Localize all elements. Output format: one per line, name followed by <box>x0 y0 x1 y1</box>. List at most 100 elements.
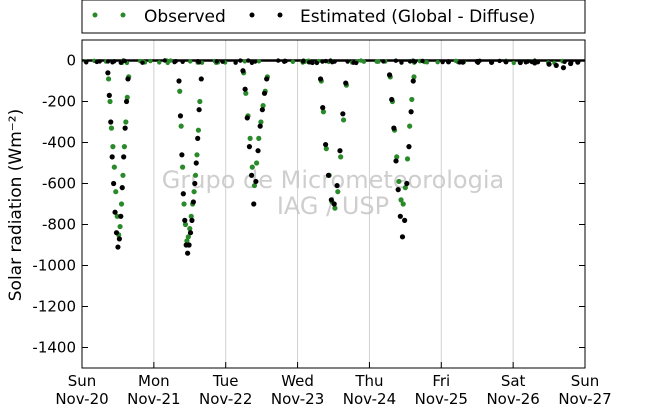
observed-point <box>110 144 116 150</box>
y-tick-label: -800 <box>42 216 76 234</box>
observed-point <box>243 90 249 96</box>
observed-point <box>185 234 191 240</box>
observed-point <box>396 178 402 185</box>
x-tick-date: Nov-24 <box>343 390 396 408</box>
estimated-point <box>283 58 288 64</box>
estimated-point <box>122 125 128 131</box>
estimated-point <box>332 59 337 64</box>
estimated-point <box>301 58 306 63</box>
estimated-point <box>353 60 359 66</box>
estimated-point <box>420 58 425 64</box>
estimated-point <box>393 58 399 63</box>
estimated-point <box>397 213 403 219</box>
estimated-point <box>475 60 481 65</box>
estimated-point <box>177 113 184 119</box>
y-tick-label: -200 <box>42 93 76 111</box>
estimated-point <box>179 152 185 158</box>
legend: Observed Estimated (Global - Diffuse) <box>81 0 586 34</box>
estimated-point <box>185 250 191 256</box>
observed-point <box>424 60 430 65</box>
estimated-point <box>182 217 188 223</box>
estimated-point <box>406 144 412 150</box>
estimated-point <box>345 59 350 64</box>
x-tick-day: Sun <box>68 372 97 390</box>
estimated-point <box>523 60 529 65</box>
observed-point <box>105 76 112 82</box>
estimated-point <box>196 60 202 65</box>
estimated-point <box>391 125 397 131</box>
observed-point <box>411 74 417 80</box>
observed-point <box>107 98 113 105</box>
estimated-point <box>238 58 243 63</box>
observed-point <box>290 59 296 65</box>
estimated-point <box>187 230 194 236</box>
estimated-point <box>123 98 130 105</box>
x-tick-day: Tue <box>212 372 239 390</box>
estimated-point <box>162 58 167 63</box>
estimated-point <box>325 172 332 178</box>
estimated-point <box>106 92 112 98</box>
estimated-point <box>407 59 413 64</box>
estimated-point <box>242 86 248 92</box>
estimated-point <box>180 191 186 197</box>
y-axis-label: Solar radiation (Wm⁻²) <box>6 109 26 301</box>
estimated-point <box>116 236 122 242</box>
estimated-point <box>109 154 115 160</box>
estimated-point <box>190 199 196 205</box>
estimated-point <box>244 115 250 121</box>
y-tick-label: -600 <box>42 175 76 193</box>
observed-point <box>358 58 364 63</box>
estimated-point <box>251 201 257 207</box>
estimated-point <box>111 180 117 187</box>
estimated-point <box>440 59 445 65</box>
legend-observed-label: Observed <box>144 7 226 27</box>
estimated-point <box>408 109 414 115</box>
estimated-point <box>503 59 509 65</box>
estimated-point <box>497 58 502 64</box>
observed-point <box>114 213 120 219</box>
estimated-point <box>140 60 145 65</box>
estimated-point <box>410 78 416 84</box>
estimated-point <box>445 59 452 65</box>
observed-point <box>251 182 258 189</box>
observed-point <box>242 59 247 64</box>
observed-point <box>178 123 184 129</box>
x-tick-date: Nov-27 <box>558 390 611 408</box>
x-tick-date: Nov-23 <box>271 390 324 408</box>
x-tick-day: Wed <box>281 372 314 390</box>
observed-point <box>124 94 130 100</box>
estimated-point <box>195 135 201 141</box>
estimated-point <box>331 201 337 207</box>
observed-point <box>187 226 193 232</box>
observed-point <box>157 60 162 65</box>
observed-point <box>192 172 199 178</box>
observed-point <box>402 185 408 191</box>
x-tick-date: Nov-20 <box>55 390 108 408</box>
y-axis: 0 -200 -400 -600 -800 -1000 -1200 -1400 <box>32 52 585 357</box>
observed-point <box>180 164 186 170</box>
estimated-point <box>252 59 258 64</box>
y-tick-label: -400 <box>42 134 76 152</box>
estimated-point <box>110 60 115 65</box>
estimated-point <box>113 230 120 236</box>
estimated-point <box>488 59 495 65</box>
estimated-point <box>532 58 538 63</box>
observed-point <box>108 125 115 131</box>
estimated-point <box>334 182 340 189</box>
estimated-point <box>553 62 559 69</box>
y-tick-label: -1400 <box>32 339 76 357</box>
observed-point <box>256 135 262 141</box>
estimated-point <box>457 60 462 65</box>
observed-point <box>409 96 415 103</box>
observed-point <box>335 189 341 195</box>
observed-point <box>332 205 338 211</box>
observed-point <box>181 201 187 207</box>
observed-point <box>249 164 255 170</box>
observed-point <box>511 60 516 66</box>
estimated-point <box>115 244 121 250</box>
observed-point <box>120 172 126 178</box>
observed-point <box>398 197 404 203</box>
estimated-point <box>320 105 326 111</box>
observed-point <box>195 127 202 133</box>
estimated-point <box>193 160 199 166</box>
